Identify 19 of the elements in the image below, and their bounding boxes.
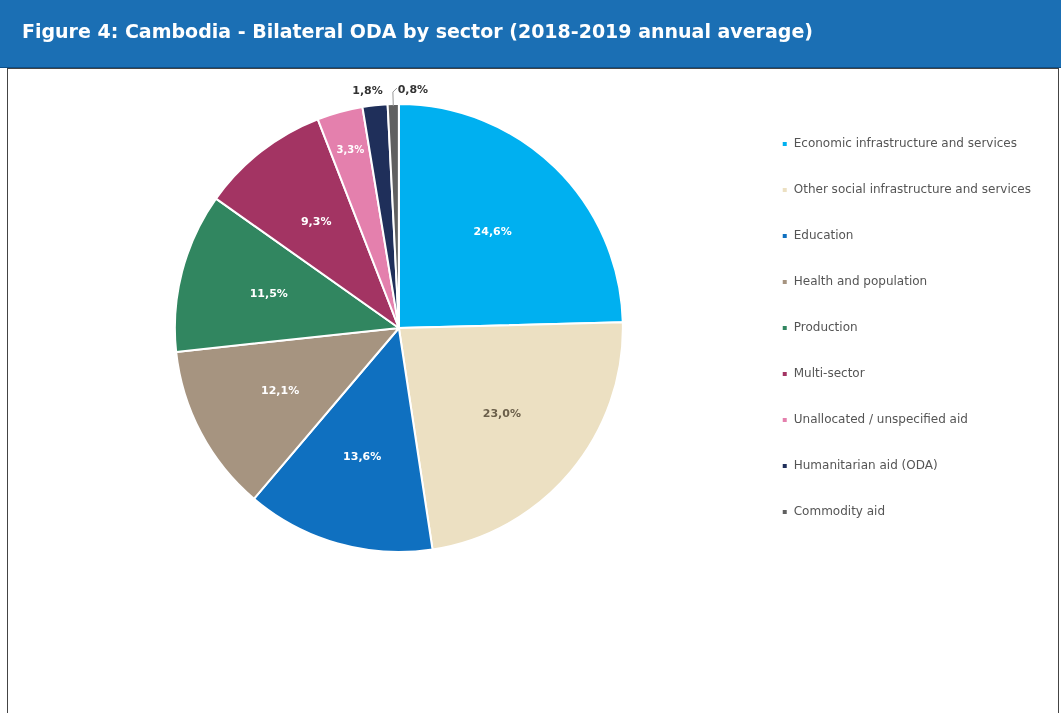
legend-label: Multi-sector [793, 366, 865, 381]
legend-label: Unallocated / unspecified aid [793, 412, 968, 427]
data-label: 1,8% [352, 84, 383, 98]
legend-label: Health and population [793, 274, 928, 289]
legend-label: Production [793, 320, 858, 335]
legend-label: Other social infrastructure and services [793, 182, 1031, 197]
data-label: 12,1% [261, 383, 300, 397]
data-label: 13,6% [343, 450, 382, 464]
data-label: 3,3% [336, 144, 365, 156]
legend-label: Commodity aid [793, 504, 886, 519]
chart-title: Figure 4: Cambodia - Bilateral ODA by sector (2018-2019 annual average) [22, 20, 813, 42]
data-label: 23,0% [482, 407, 521, 421]
data-label: 24,6% [473, 224, 512, 238]
legend-label: Education [793, 228, 854, 243]
data-label: 0,8% [397, 82, 429, 96]
data-label: 9,3% [300, 214, 332, 228]
legend-label: Economic infrastructure and services [793, 136, 1017, 151]
data-label: 11,5% [249, 287, 288, 301]
legend-label: Humanitarian aid (ODA) [793, 458, 938, 473]
